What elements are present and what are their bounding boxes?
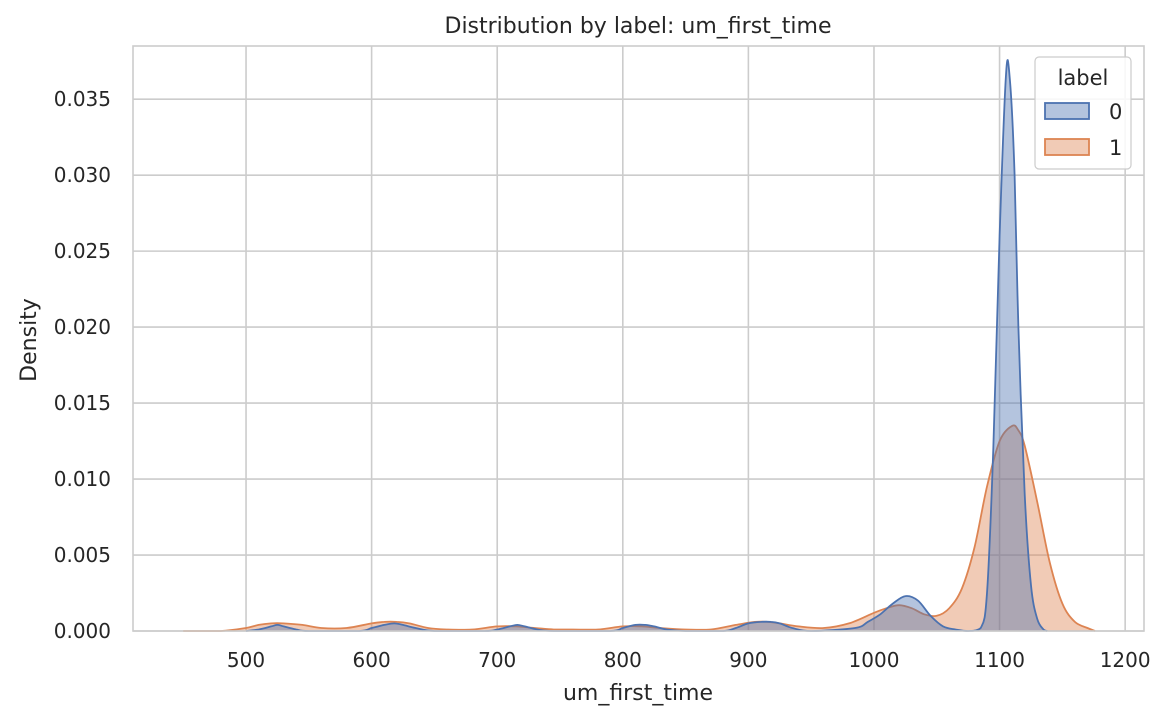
y-tick-label-4: 0.020: [54, 315, 111, 339]
legend-box: [1034, 56, 1132, 170]
x-tick-label-0: 500: [227, 648, 265, 672]
legend: label 0 1: [1034, 56, 1132, 170]
y-tick-label-5: 0.025: [54, 239, 111, 263]
series-1-line: [183, 424, 1096, 632]
legend-swatch-0: [1044, 102, 1090, 120]
y-axis-title: Density: [17, 298, 42, 382]
y-tick-label-0: 0.000: [54, 619, 111, 643]
plot-frame: [132, 45, 1145, 632]
x-tick-label-7: 1200: [1100, 648, 1151, 672]
x-tick-label-6: 1100: [974, 648, 1025, 672]
x-axis-title: um_first_time: [563, 681, 713, 706]
x-tick-label-5: 1000: [849, 648, 900, 672]
x-tick-label-1: 600: [353, 648, 391, 672]
y-tick-label-7: 0.035: [54, 87, 111, 111]
legend-label-0: 0: [1109, 100, 1122, 124]
y-tick-label-2: 0.010: [54, 467, 111, 491]
legend-title: label: [1058, 66, 1109, 90]
y-tick-labels: 0.000 0.005 0.010 0.015 0.020 0.025 0.030 0.035: [54, 87, 111, 643]
x-tick-label-2: 700: [478, 648, 516, 672]
series-1-area: [183, 425, 1095, 631]
legend-swatch-1: [1044, 138, 1090, 156]
y-tick-label-6: 0.030: [54, 163, 111, 187]
y-tick-label-3: 0.015: [54, 391, 111, 415]
x-tick-label-3: 800: [604, 648, 642, 672]
series-layer: [183, 59, 1096, 632]
chart-title: Distribution by label: um_first_time: [445, 14, 832, 39]
y-tick-label-1: 0.005: [54, 543, 111, 567]
legend-label-1: 1: [1109, 136, 1122, 160]
series-0-line: [245, 59, 1048, 632]
x-tick-label-4: 900: [729, 648, 767, 672]
x-tick-labels: 500 600 700 800 900 1000 1100 1200: [227, 648, 1151, 672]
